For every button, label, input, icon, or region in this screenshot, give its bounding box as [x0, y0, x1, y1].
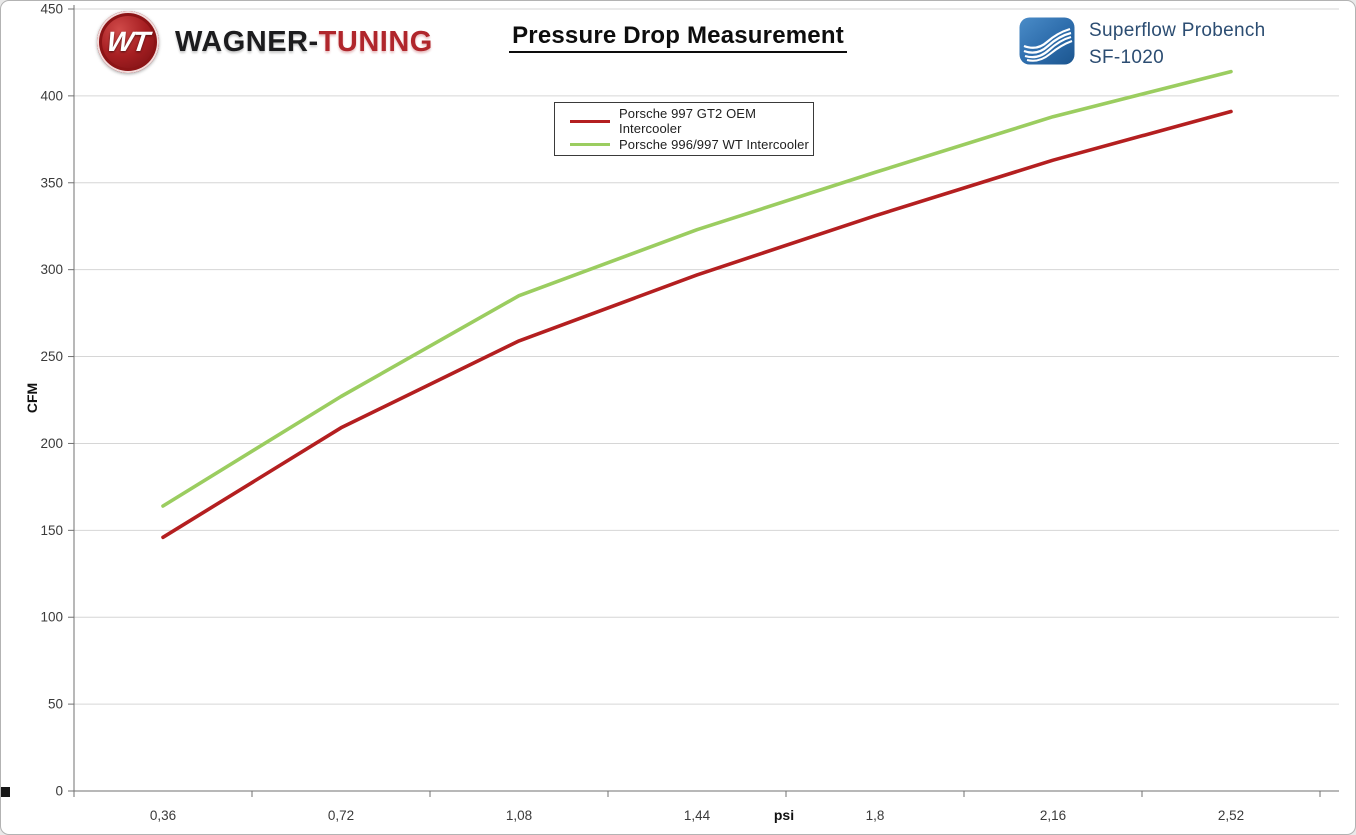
x-tick-label: 0,36 [150, 808, 176, 823]
wagner-tuning-logo: WT WAGNER-TUNING [97, 11, 433, 73]
y-tick-label: 400 [40, 88, 63, 103]
series-line-2 [161, 69, 1233, 508]
wagner-tuning-wordmark: WAGNER-TUNING [175, 26, 433, 59]
bench-name-line2: SF-1020 [1089, 47, 1164, 68]
superflow-icon [1019, 17, 1075, 65]
axes [68, 5, 1339, 797]
brand-word-tuning: TUNING [318, 25, 433, 58]
axis-tick-labels: 0 50 100 150 200 250 300 350 400 450 0,36 0,72 1,08 1… [40, 2, 1244, 824]
x-tick-label: 1,8 [866, 808, 885, 823]
bench-name: Superflow Probench SF-1020 [1089, 17, 1266, 71]
y-tick-label: 300 [40, 262, 63, 277]
bench-name-line1: Superflow Probench [1089, 20, 1266, 41]
x-tick-label: 0,72 [328, 808, 354, 823]
y-axis-title: CFM [24, 382, 40, 414]
y-tick-label: 150 [40, 523, 63, 538]
scan-artifact [1, 787, 10, 797]
y-tick-label: 250 [40, 349, 63, 364]
wt-badge-icon: WT [97, 11, 159, 73]
y-tick-label: 0 [55, 784, 63, 799]
x-tick-label: 1,44 [684, 808, 711, 823]
gridlines [74, 8, 1339, 705]
legend-label-wt: Porsche 996/997 WT Intercooler [619, 137, 809, 152]
x-axis-title: psi [773, 807, 795, 823]
brand-word-wagner: WAGNER- [175, 25, 319, 58]
series-lines [161, 69, 1233, 540]
legend-item-wt: Porsche 996/997 WT Intercooler [555, 137, 813, 152]
legend-item-oem: Porsche 997 GT2 OEM Intercooler [555, 106, 813, 136]
x-tick-label: 2,16 [1040, 808, 1066, 823]
y-tick-label: 200 [40, 436, 63, 451]
chart-legend: Porsche 997 GT2 OEM Intercooler Porsche … [554, 102, 814, 156]
series-line-1 [161, 109, 1233, 540]
y-tick-label: 100 [40, 610, 63, 625]
x-tick-label: 1,08 [506, 808, 532, 823]
x-tick-label: 2,52 [1218, 808, 1244, 823]
legend-swatch-wt [570, 143, 610, 146]
legend-swatch-oem [570, 119, 610, 123]
y-tick-label: 50 [48, 697, 63, 712]
superflow-logo-block: Superflow Probench SF-1020 [1019, 17, 1266, 71]
y-tick-label: 450 [40, 2, 63, 17]
y-tick-label: 350 [40, 175, 63, 190]
legend-label-oem: Porsche 997 GT2 OEM Intercooler [619, 106, 757, 136]
